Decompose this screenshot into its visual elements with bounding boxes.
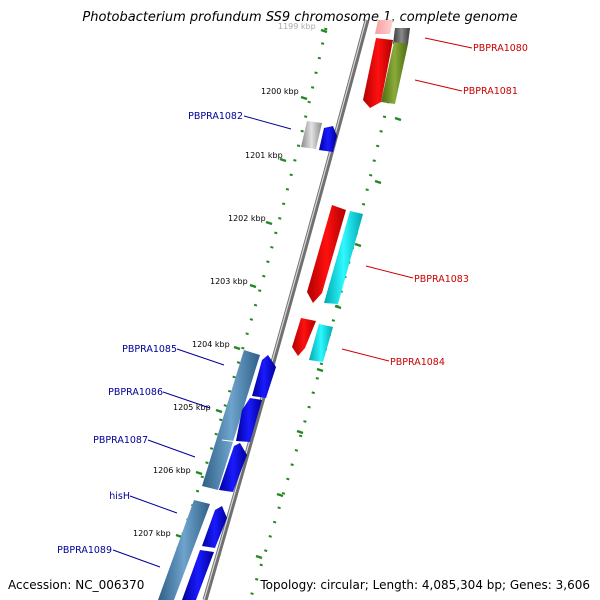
map-title: Photobacterium profundum SS9 chromosome …	[82, 10, 518, 25]
tick-label: 1202 kbp	[228, 214, 266, 223]
gene-hish-steel	[158, 500, 210, 600]
gene-pbpra1089	[182, 550, 214, 600]
gene-pbpra1081	[381, 42, 408, 104]
tick-marks	[175, 28, 328, 539]
genome-backbone	[202, 19, 370, 600]
gene-pbpra1082	[301, 121, 322, 149]
gene-pbpra1084-cyan	[309, 324, 333, 362]
gene-label-pbpra1080: PBPRA1080	[473, 43, 528, 54]
tick-label: 1207 kbp	[133, 529, 171, 538]
inner-tick-marks	[255, 116, 402, 560]
gene-pbpra1083-red	[307, 205, 346, 303]
inner-dotted-ring	[248, 27, 406, 600]
gene-partial-dark	[393, 28, 410, 44]
tick-label: 1200 kbp	[261, 87, 299, 96]
gene-label-pbpra1084: PBPRA1084	[390, 357, 445, 368]
gene-pbpra1085-1087-steel	[202, 350, 260, 490]
gene-pbpra1086	[236, 398, 262, 442]
gene-label-pbpra1082: PBPRA1082	[188, 111, 243, 122]
accession-text: Accession: NC_006370	[8, 578, 145, 592]
gene-pbpra1084-red	[292, 318, 316, 356]
tick-label: 1201 kbp	[245, 151, 283, 160]
gene-pbpra1080	[363, 38, 393, 108]
gene-label-pbpra1089: PBPRA1089	[57, 545, 112, 556]
genome-stats-text: Topology: circular; Length: 4,085,304 bp…	[260, 578, 590, 592]
gene-label-pbpra1083: PBPRA1083	[414, 274, 469, 285]
gene-pbpra1085	[252, 355, 276, 398]
gene-pbpra1082-neighbor	[319, 126, 337, 152]
gene-label-pbpra1087: PBPRA1087	[93, 435, 148, 446]
tick-label: 1206 kbp	[153, 466, 191, 475]
gene-pbpra1083-cyan	[324, 211, 363, 304]
outer-dotted-ring	[158, 27, 328, 600]
right-leader-lines	[341, 37, 473, 362]
tick-label: 1203 kbp	[210, 277, 248, 286]
left-leader-lines	[112, 115, 292, 568]
tick-label: 1204 kbp	[192, 340, 230, 349]
tick-label: 1199 kbp	[278, 22, 316, 31]
gene-label-pbpra1086: PBPRA1086	[108, 387, 163, 398]
gene-label-pbpra1081: PBPRA1081	[463, 86, 518, 97]
gene-label-pbpra1085: PBPRA1085	[122, 344, 177, 355]
tick-label: 1205 kbp	[173, 403, 211, 412]
gene-label-hish: hisH	[109, 491, 130, 502]
gene-hish	[202, 506, 227, 548]
gene-partial-pink	[375, 20, 393, 34]
gene-pbpra1087	[219, 443, 247, 492]
